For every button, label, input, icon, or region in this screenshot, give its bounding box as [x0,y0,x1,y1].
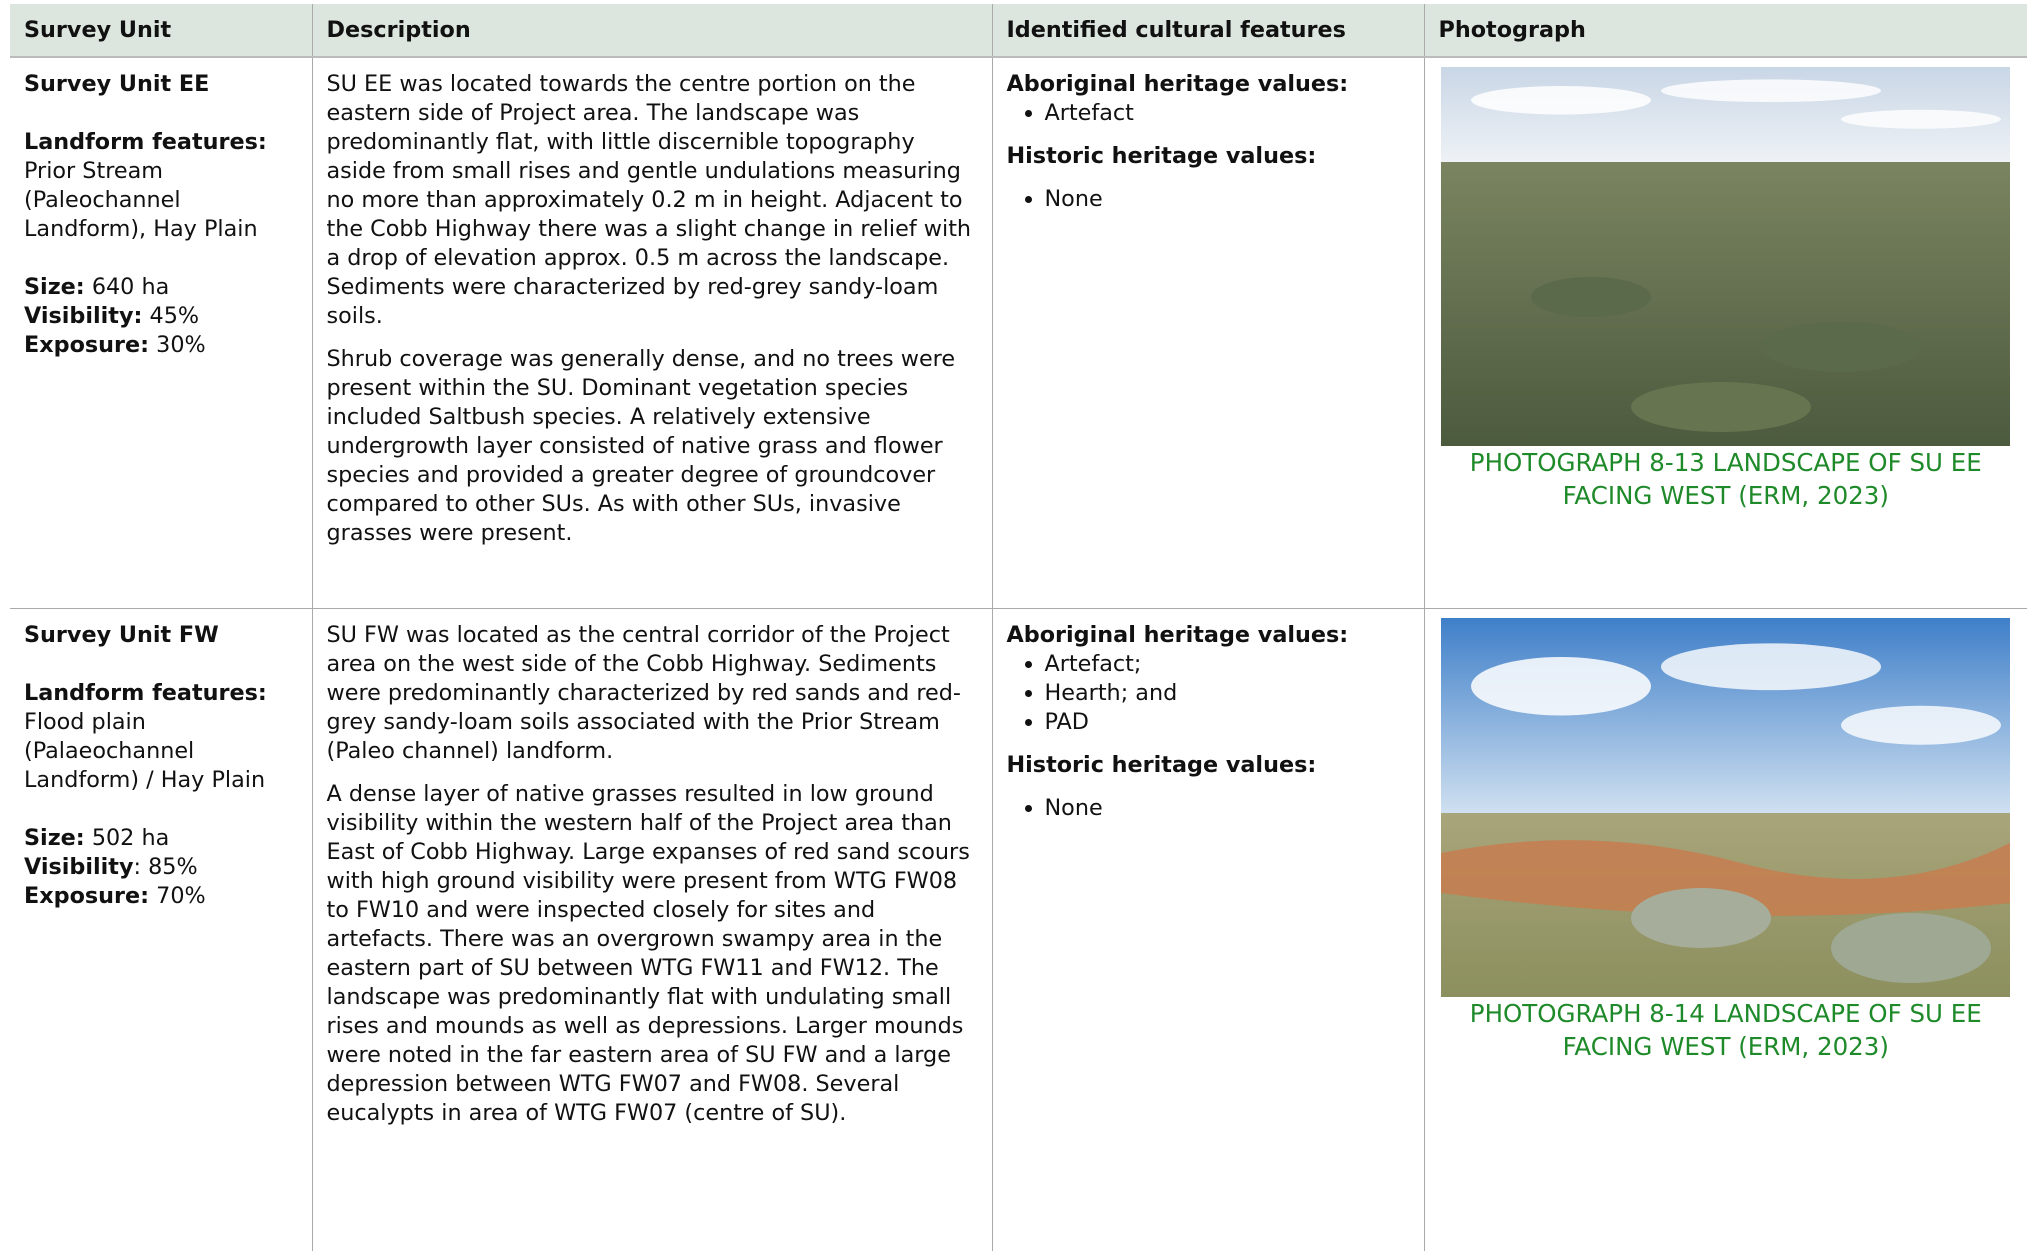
description-cell: SU FW was located as the central corrido… [312,609,992,1251]
column-header: Identified cultural features [992,4,1424,57]
feature-heading: Aboriginal heritage values: [1007,621,1410,650]
landform-text: Flood plain (Palaeochannel Landform) / H… [24,708,298,795]
feature-list: None [1007,794,1410,823]
table-row: Survey Unit EE Landform features:Prior St… [10,57,2027,609]
feature-item: None [1045,185,1410,214]
photograph-cell: PHOTOGRAPH 8-14 LANDSCAPE OF SU EE FACIN… [1424,609,2027,1251]
feature-item: Hearth; and [1045,679,1410,708]
feature-list: None [1007,185,1410,214]
feature-item: None [1045,794,1410,823]
description-cell: SU EE was located towards the centre por… [312,57,992,609]
field-value: 70% [156,883,206,909]
field-line: Visibility: 45% [24,302,298,331]
field-line: Visibility: 85% [24,853,298,882]
description-paragraph: Shrub coverage was generally dense, and … [327,345,978,548]
description-paragraph: SU EE was located towards the centre por… [327,70,978,331]
field-line: Exposure: 30% [24,331,298,360]
field-value: 30% [156,332,206,358]
features-cell: Aboriginal heritage values:Artefact;Hear… [992,609,1424,1251]
field-label: Size: [24,825,85,851]
field-label: Landform features: [24,128,298,157]
spacer [24,244,298,273]
field-label: Visibility: [24,303,142,329]
field-label: Landform features: [24,679,298,708]
feature-heading: Aboriginal heritage values: [1007,70,1410,99]
feature-list: Artefact [1007,99,1410,128]
header-row: Survey Unit Description Identified cultu… [10,4,2027,57]
spacer [24,650,298,679]
field-line: Exposure: 70% [24,882,298,911]
field-label: Size: [24,274,85,300]
unit-name: Survey Unit EE [24,70,298,99]
field-value: 502 ha [92,825,169,851]
feature-item: Artefact; [1045,650,1410,679]
field-label: Exposure: [24,332,149,358]
column-header: Photograph [1424,4,2027,57]
feature-item: Artefact [1045,99,1410,128]
field-label: Visibility [24,854,134,880]
table-row: Survey Unit FW Landform features:Flood pl… [10,609,2027,1251]
field-line: Size: 640 ha [24,273,298,302]
feature-heading: Historic heritage values: [1007,751,1410,780]
column-header: Description [312,4,992,57]
field-value: 640 ha [92,274,169,300]
description-paragraph: A dense layer of native grasses resulted… [327,780,978,1128]
field-line: Size: 502 ha [24,824,298,853]
field-value: : 85% [134,854,198,880]
feature-heading: Historic heritage values: [1007,142,1410,171]
field-value: 45% [150,303,200,329]
photo-caption: PHOTOGRAPH 8-13 LANDSCAPE OF SU EE FACIN… [1439,446,2014,512]
description-paragraph: SU FW was located as the central corrido… [327,621,978,766]
unit-name: Survey Unit FW [24,621,298,650]
spacer [24,795,298,824]
feature-item: PAD [1045,708,1410,737]
survey-unit-cell: Survey Unit EE Landform features:Prior St… [10,57,312,609]
feature-list: Artefact;Hearth; andPAD [1007,650,1410,737]
photo-caption: PHOTOGRAPH 8-14 LANDSCAPE OF SU EE FACIN… [1439,997,2014,1063]
photograph [1441,67,2010,446]
landform-text: Prior Stream (Paleochannel Landform), Ha… [24,157,298,244]
field-label: Exposure: [24,883,149,909]
survey-table: Survey Unit Description Identified cultu… [10,4,2027,1251]
photograph-cell: PHOTOGRAPH 8-13 LANDSCAPE OF SU EE FACIN… [1424,57,2027,609]
column-header: Survey Unit [10,4,312,57]
features-cell: Aboriginal heritage values:Artefact Histo… [992,57,1424,609]
photograph [1441,618,2010,997]
spacer [24,99,298,128]
survey-unit-cell: Survey Unit FW Landform features:Flood pl… [10,609,312,1251]
